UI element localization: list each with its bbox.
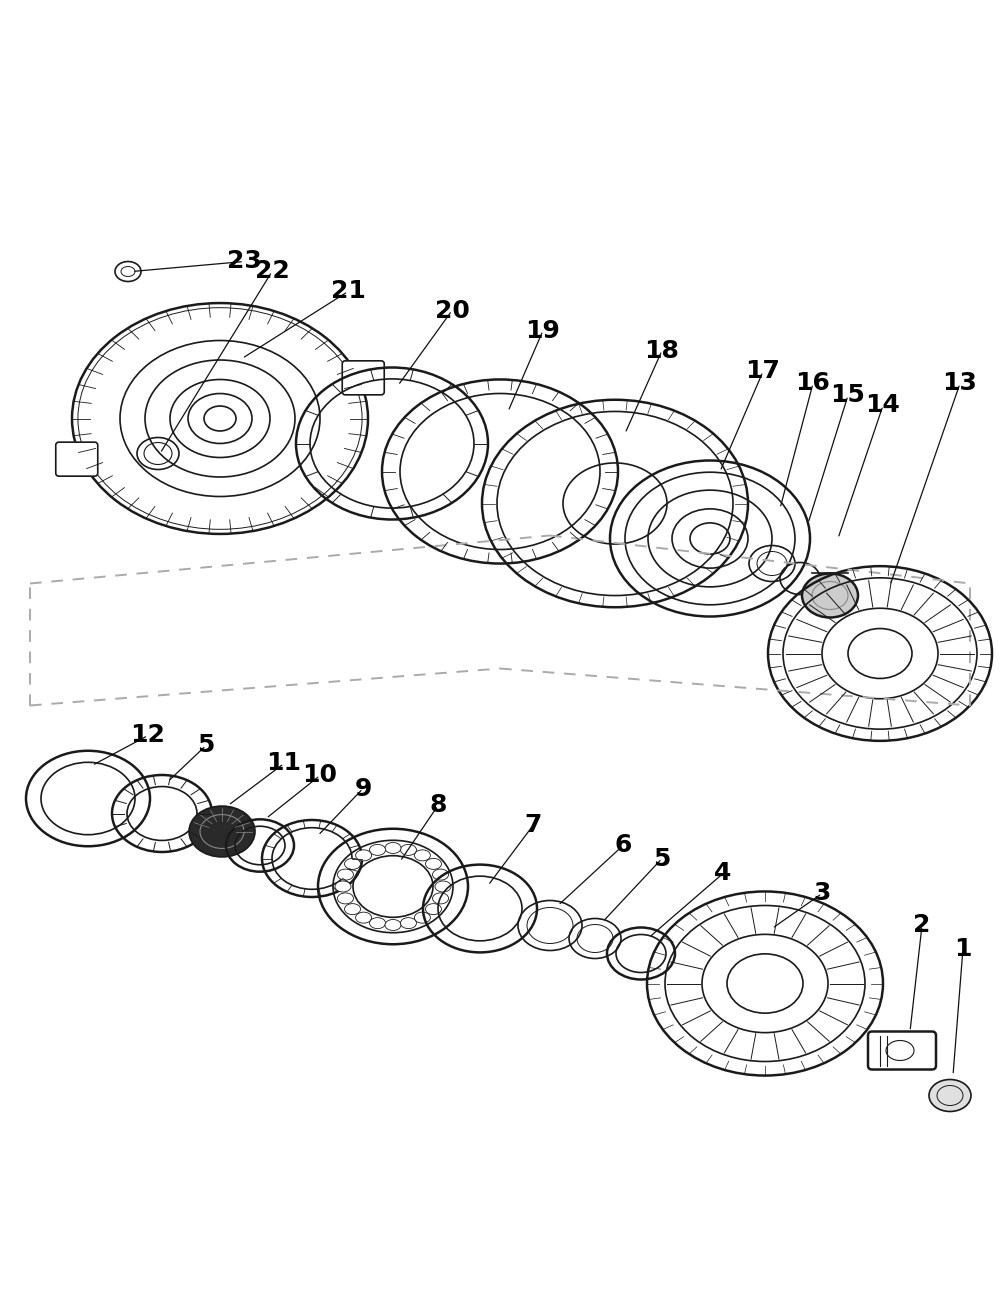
Text: 19: 19 [526, 319, 560, 342]
Ellipse shape [400, 844, 416, 855]
Text: 8: 8 [429, 793, 447, 817]
Ellipse shape [425, 903, 441, 915]
Text: 7: 7 [524, 813, 542, 838]
Text: 22: 22 [255, 260, 289, 284]
Text: 11: 11 [266, 752, 302, 775]
Ellipse shape [356, 912, 372, 923]
Ellipse shape [337, 869, 353, 880]
Text: 1: 1 [954, 937, 972, 961]
FancyBboxPatch shape [56, 442, 98, 476]
Text: 9: 9 [354, 776, 372, 800]
Text: 5: 5 [197, 733, 215, 758]
Ellipse shape [414, 912, 430, 923]
Ellipse shape [370, 844, 386, 855]
Ellipse shape [370, 918, 386, 928]
Text: 6: 6 [614, 834, 632, 857]
Text: 10: 10 [302, 763, 338, 788]
Text: 13: 13 [943, 371, 977, 396]
Ellipse shape [345, 903, 361, 915]
Ellipse shape [433, 869, 449, 880]
Text: 5: 5 [653, 847, 671, 870]
Text: 15: 15 [831, 383, 865, 408]
Ellipse shape [433, 893, 449, 904]
Ellipse shape [385, 920, 401, 931]
Ellipse shape [802, 574, 858, 617]
Ellipse shape [929, 1080, 971, 1111]
Ellipse shape [385, 843, 401, 853]
Text: 12: 12 [131, 724, 165, 748]
Ellipse shape [400, 918, 416, 928]
Text: 3: 3 [813, 881, 831, 906]
Text: 2: 2 [913, 914, 931, 937]
Ellipse shape [425, 859, 441, 869]
Text: 14: 14 [866, 393, 900, 417]
Text: 18: 18 [645, 339, 679, 362]
Text: 16: 16 [796, 371, 830, 396]
Text: 17: 17 [746, 359, 780, 383]
Ellipse shape [356, 850, 372, 861]
Ellipse shape [435, 881, 451, 891]
Ellipse shape [414, 850, 430, 861]
Ellipse shape [337, 893, 353, 904]
Text: 20: 20 [435, 298, 469, 323]
Text: 4: 4 [714, 861, 732, 886]
Ellipse shape [335, 881, 351, 891]
Text: 21: 21 [331, 280, 365, 303]
FancyBboxPatch shape [342, 361, 384, 395]
Ellipse shape [345, 859, 361, 869]
FancyBboxPatch shape [868, 1031, 936, 1069]
Ellipse shape [189, 806, 255, 857]
Text: 23: 23 [227, 250, 261, 273]
